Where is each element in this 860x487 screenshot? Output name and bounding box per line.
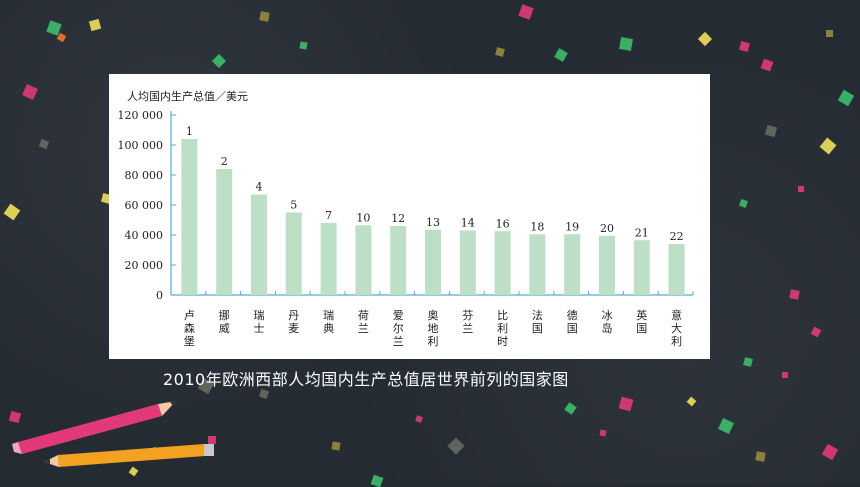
x-category-label: 德国 <box>567 308 578 335</box>
x-category-label: 丹麦 <box>288 309 299 335</box>
rank-label: 14 <box>461 217 475 230</box>
rank-label: 5 <box>290 199 297 212</box>
x-category-label: 挪威 <box>219 308 230 335</box>
y-tick-label: 120 000 <box>118 109 164 122</box>
pink-pencil-icon <box>12 401 176 454</box>
x-category-label: 英国 <box>636 308 647 335</box>
rank-label: 4 <box>256 181 263 194</box>
confetti-piece <box>789 289 800 300</box>
rank-label: 2 <box>221 155 228 168</box>
chart-panel: 人均国内生产总值／美元 0 20 000 40 000 60 000 80 000 100… <box>109 74 710 359</box>
x-category-label: 卢森堡 <box>184 309 195 348</box>
rank-label: 12 <box>391 212 405 225</box>
bar <box>599 235 615 295</box>
rank-label: 13 <box>426 216 440 229</box>
confetti-piece <box>331 441 341 451</box>
bar <box>633 240 650 295</box>
confetti-piece <box>782 372 788 378</box>
bar <box>181 139 198 295</box>
x-category-label: 法国 <box>532 308 543 335</box>
rank-label: 20 <box>600 222 614 235</box>
y-axis-label: 人均国内生产总值／美元 <box>127 89 248 103</box>
bar <box>216 169 233 295</box>
y-tick-label: 100 000 <box>118 139 164 152</box>
y-tick-label: 40 000 <box>125 229 164 242</box>
y-tick-label: 0 <box>156 289 163 302</box>
rank-label: 22 <box>670 230 684 243</box>
x-category-label: 比利时 <box>497 309 508 348</box>
rank-label: 10 <box>356 211 370 224</box>
bar <box>390 226 407 295</box>
labels: 0 20 000 40 000 60 000 80 000 100 000 120 000 1… <box>118 109 684 348</box>
bar <box>355 225 372 295</box>
confetti-piece <box>826 30 833 37</box>
bar <box>564 234 581 295</box>
bar <box>494 231 511 295</box>
x-category-label: 荷兰 <box>358 309 369 335</box>
x-category-label: 奥地利 <box>428 308 439 348</box>
confetti-piece <box>299 41 308 50</box>
bar <box>529 234 546 295</box>
bar <box>668 244 685 295</box>
confetti-piece <box>599 429 607 437</box>
x-category-label: 瑞士 <box>254 308 265 335</box>
confetti-piece <box>798 186 804 192</box>
bar <box>459 230 476 295</box>
y-tick-label: 20 000 <box>125 259 164 272</box>
y-tick-label: 80 000 <box>125 169 164 182</box>
x-category-label: 瑞典 <box>323 308 334 335</box>
confetti-piece <box>619 37 633 51</box>
pencils-decoration <box>12 401 214 467</box>
y-tick-label: 60 000 <box>125 199 164 212</box>
bars <box>181 139 685 295</box>
rank-label: 16 <box>496 217 510 230</box>
bar <box>320 223 337 295</box>
bar <box>285 212 302 295</box>
chart-caption: 2010年欧洲西部人均国内生产总值居世界前列的国家图 <box>163 370 569 389</box>
confetti-piece <box>370 474 384 487</box>
confetti-piece <box>208 436 216 444</box>
x-category-label: 爱尔兰 <box>393 309 404 348</box>
rank-label: 19 <box>565 220 579 233</box>
bar <box>251 194 267 295</box>
rank-label: 18 <box>530 220 544 233</box>
confetti-piece <box>755 451 766 462</box>
rank-label: 1 <box>186 125 193 138</box>
rank-label: 7 <box>325 209 332 222</box>
bar-chart: 人均国内生产总值／美元 0 20 000 40 000 60 000 80 000 100… <box>118 89 694 348</box>
x-category-label: 冰岛 <box>602 309 613 335</box>
x-category-label: 意大利 <box>671 308 682 348</box>
confetti-piece <box>259 11 270 22</box>
x-category-label: 芬兰 <box>462 309 473 335</box>
bar <box>425 229 441 295</box>
orange-pencil-icon <box>44 444 214 467</box>
rank-label: 21 <box>635 226 649 239</box>
